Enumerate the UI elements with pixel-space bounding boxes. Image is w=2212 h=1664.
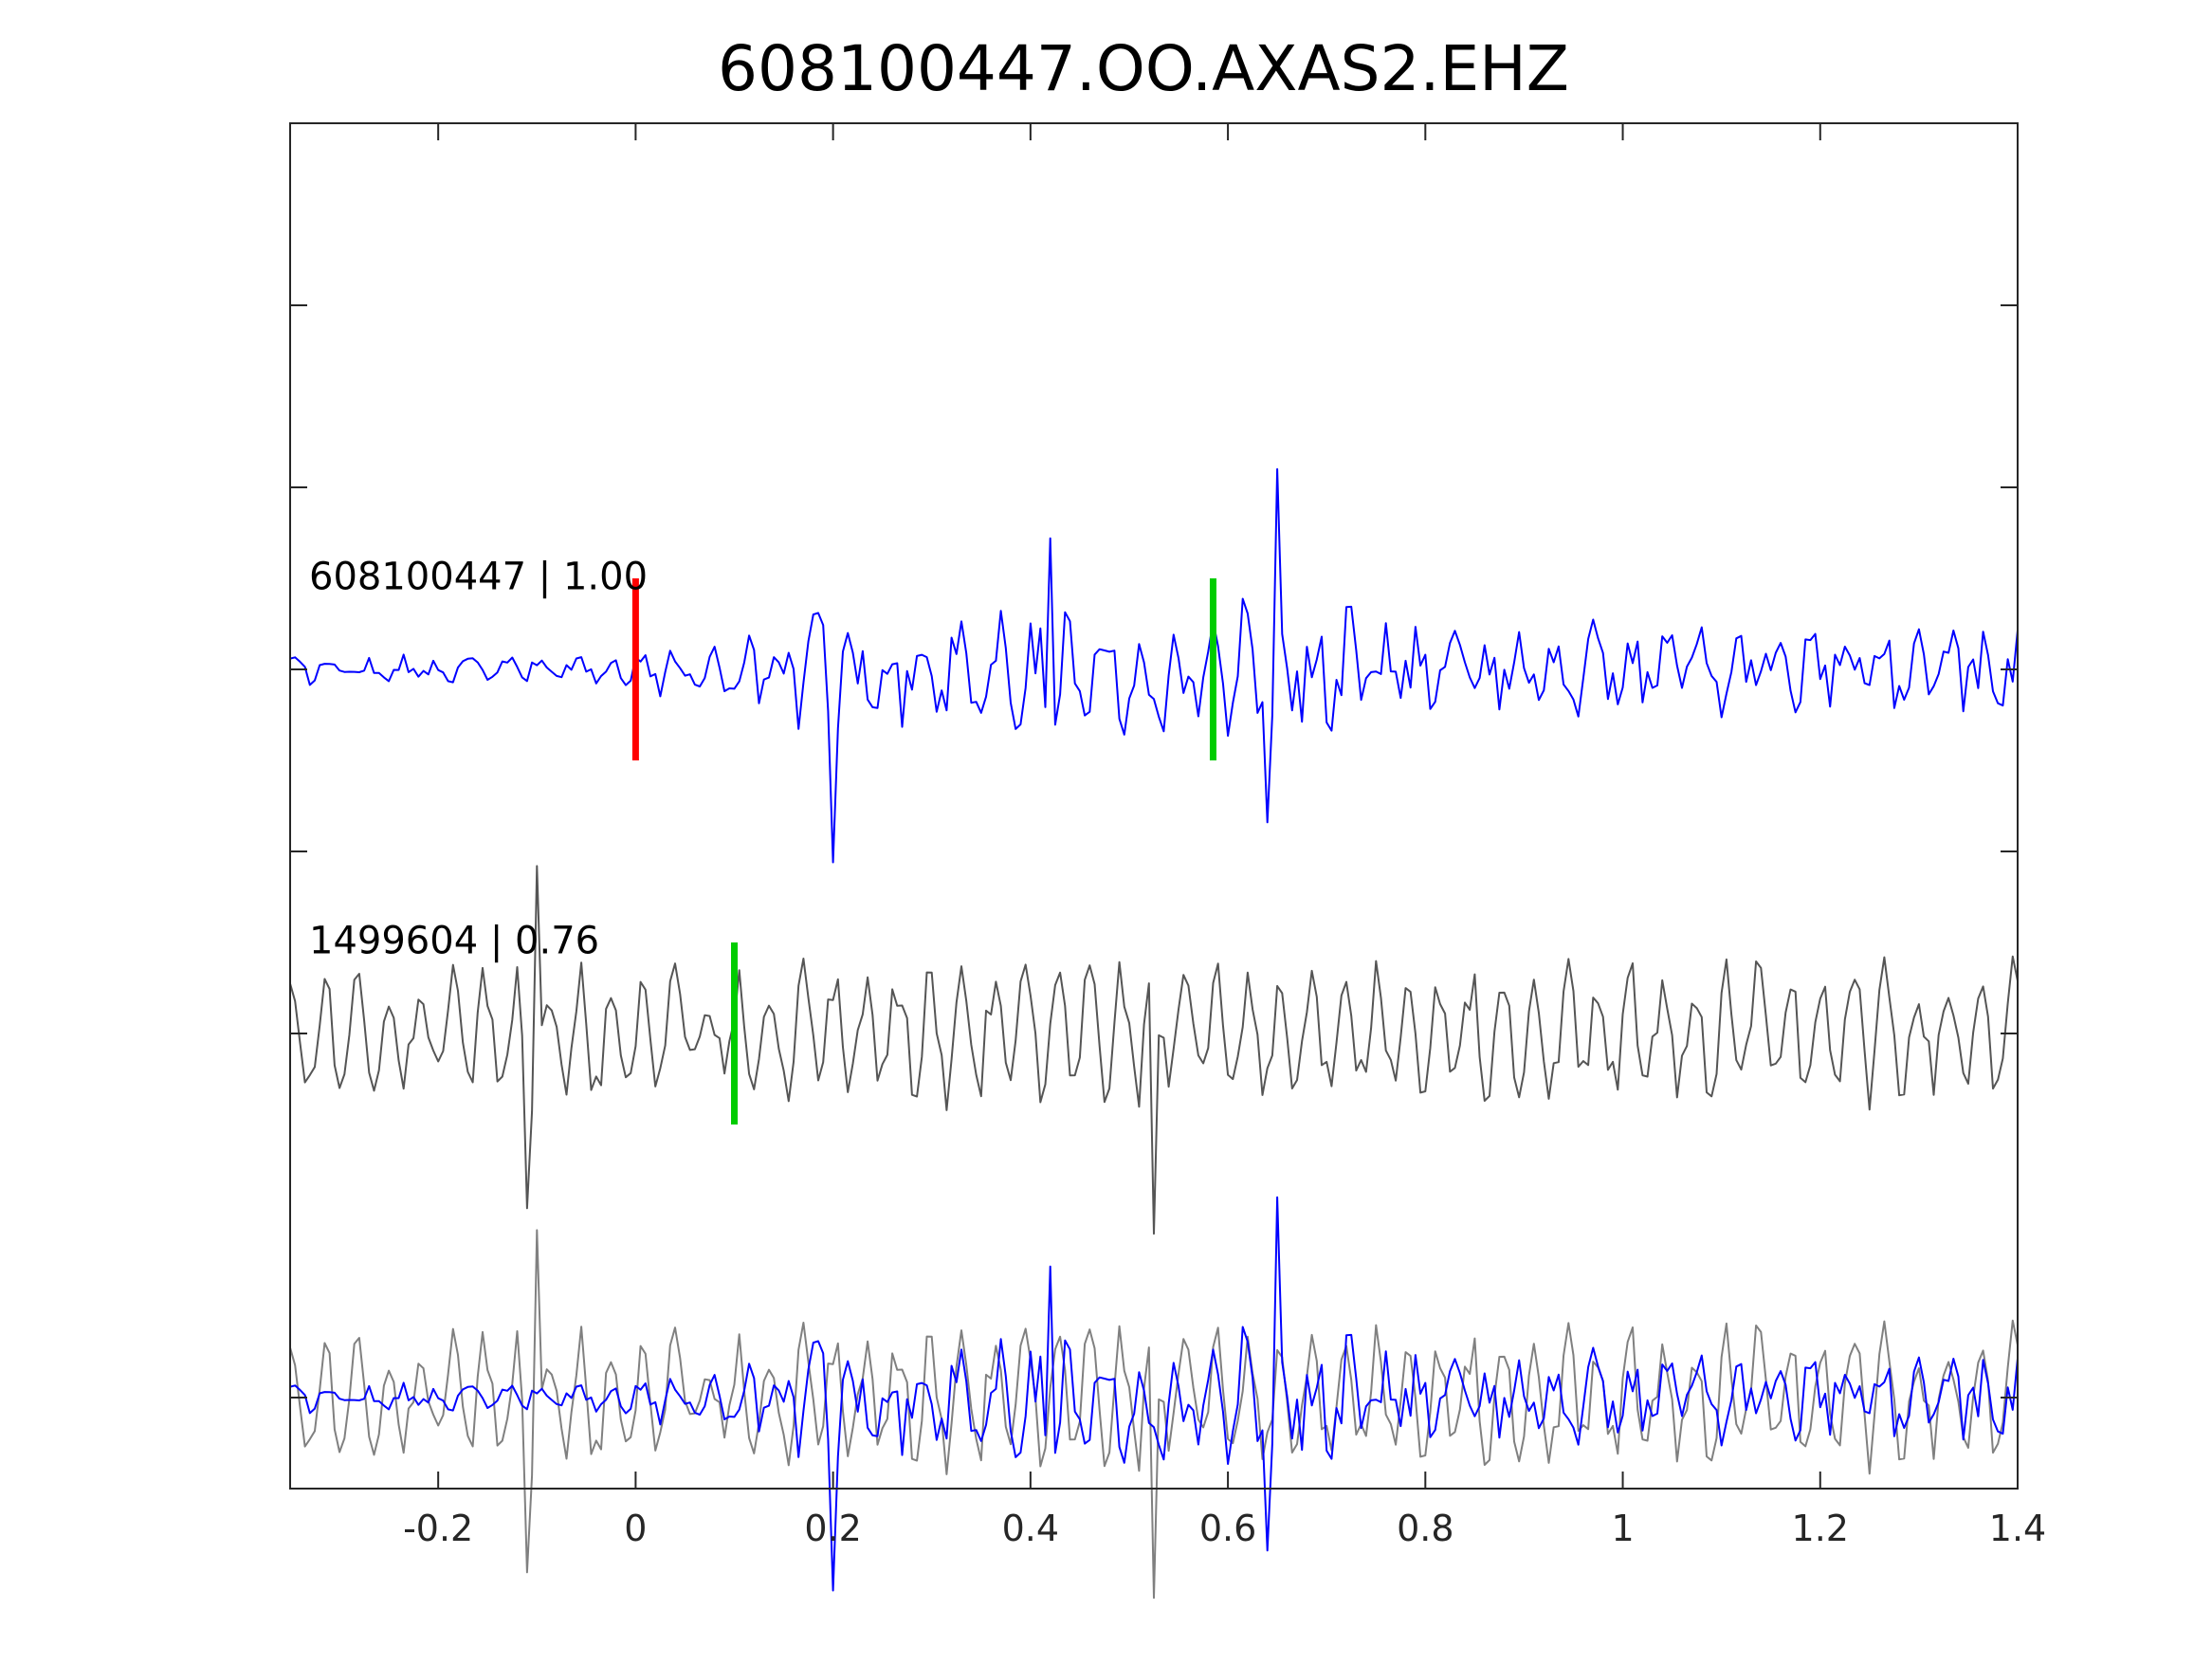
x-tick-label: 1.4 <box>1989 1508 2046 1549</box>
trace-label-0: 608100447 | 1.00 <box>309 556 648 599</box>
x-tick-label: -0.2 <box>403 1508 473 1549</box>
chart-title: 608100447.OO.AXAS2.EHZ <box>718 32 1569 105</box>
x-tick-label: 0 <box>624 1508 647 1549</box>
x-tick-label: 0.4 <box>1002 1508 1059 1549</box>
x-tick-label: 0.8 <box>1397 1508 1453 1549</box>
trace-line-middle <box>289 865 2019 1235</box>
axes: -0.2 0 0.2 0.4 0.6 0.8 1 1.2 1.4 <box>289 122 2046 1549</box>
x-tick-label: 0.2 <box>804 1508 861 1549</box>
plot-area: 608100447 | 1.00 1499604 | 0.76 <box>289 467 2019 1600</box>
x-tick-label: 0.6 <box>1199 1508 1256 1549</box>
trace-line-bottom <box>289 1196 2019 1592</box>
trace-line-bottom-overlay <box>289 1229 2019 1600</box>
x-tick-label: 1.2 <box>1792 1508 1849 1549</box>
trace-line-top <box>289 467 2019 864</box>
axes-frame <box>289 122 2019 1490</box>
x-tick-label: 1 <box>1611 1508 1634 1549</box>
trace-label-1: 1499604 | 0.76 <box>309 920 599 963</box>
